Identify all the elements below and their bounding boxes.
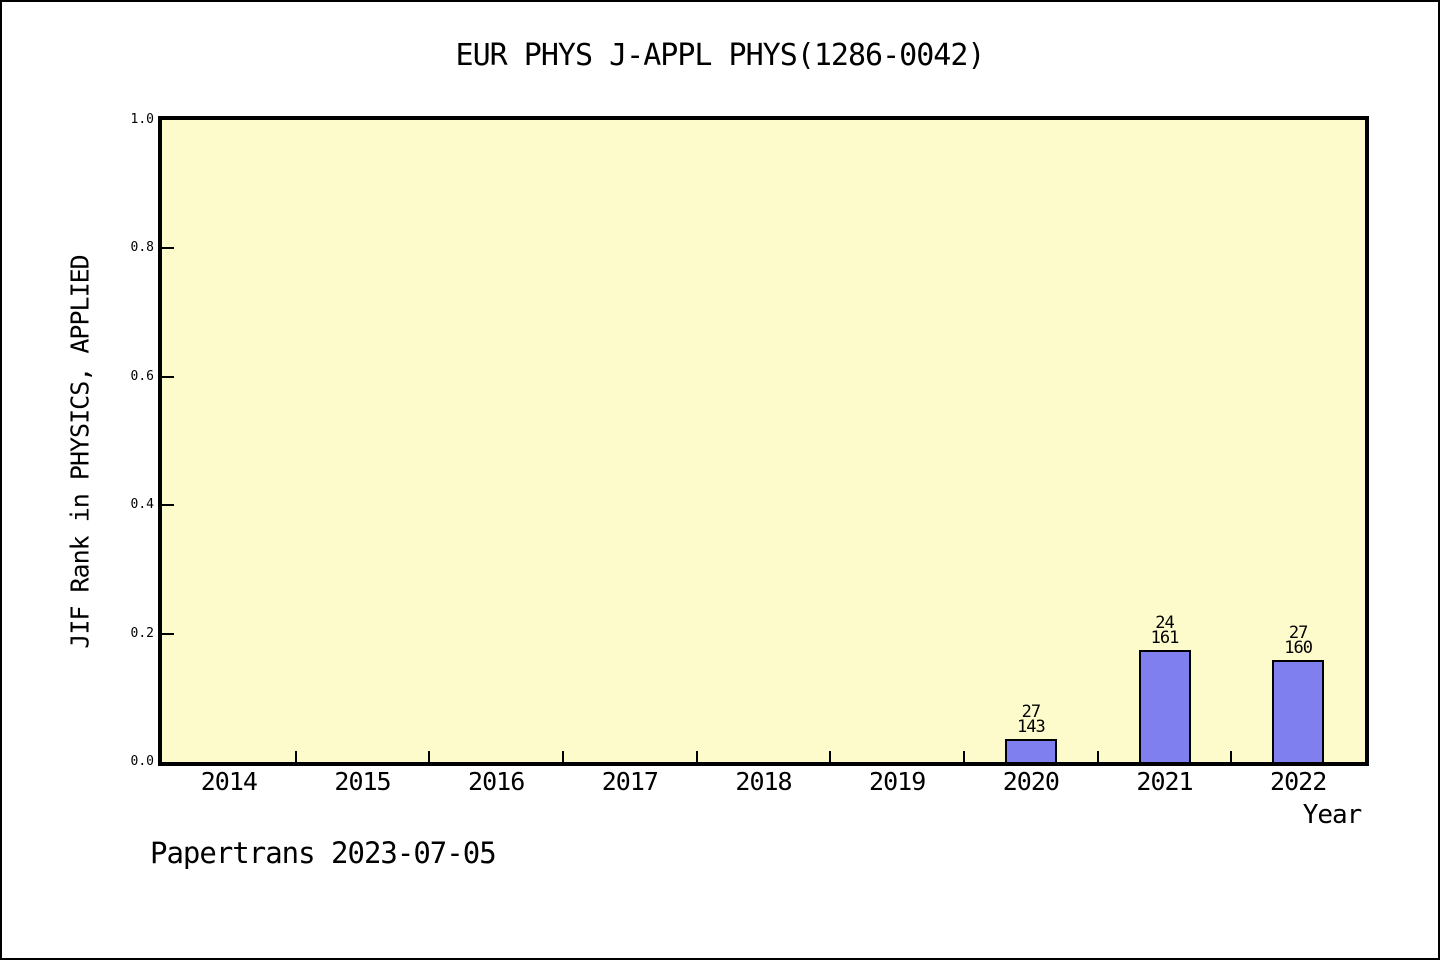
footer-text: Papertrans 2023-07-05 bbox=[150, 836, 497, 870]
bar-label-total: 161 bbox=[1150, 628, 1180, 649]
x-tick-label: 2015 bbox=[334, 767, 391, 796]
bar-label-total: 143 bbox=[1016, 716, 1046, 737]
bar-label-rank: 24 bbox=[1155, 613, 1174, 634]
x-tick-label: 2021 bbox=[1136, 767, 1193, 796]
y-tick bbox=[162, 504, 174, 507]
x-tick-label: 2014 bbox=[200, 767, 258, 796]
chart-title: EUR PHYS J-APPL PHYS(1286-0042) bbox=[455, 38, 986, 73]
x-tick bbox=[562, 751, 564, 762]
x-tick bbox=[963, 751, 965, 762]
x-tick-label: 2018 bbox=[735, 767, 792, 796]
bar-label-total: 160 bbox=[1284, 637, 1313, 658]
x-tick bbox=[428, 751, 431, 762]
bar-label-rank: 27 bbox=[1288, 622, 1308, 643]
y-tick-label: 0.6 bbox=[130, 368, 154, 384]
y-axis-label: JIF Rank in PHYSICS, APPLIED bbox=[65, 255, 95, 649]
y-tick bbox=[162, 632, 174, 635]
x-tick bbox=[695, 751, 698, 762]
bar-label: 27 160 bbox=[1284, 622, 1313, 658]
y-tick-label: 0.8 bbox=[130, 240, 154, 256]
y-tick-label: 0.2 bbox=[130, 625, 154, 641]
x-tick-label: 2022 bbox=[1270, 767, 1327, 796]
bar bbox=[1138, 650, 1191, 764]
bar-label: 24 161 bbox=[1150, 613, 1180, 649]
x-tick bbox=[294, 751, 297, 762]
x-tick-label: 2016 bbox=[468, 767, 525, 796]
x-axis-label: Year bbox=[1302, 800, 1363, 830]
bar-label: 27 143 bbox=[1016, 701, 1046, 737]
x-tick-label: 2020 bbox=[1002, 767, 1060, 796]
x-tick-label: 2017 bbox=[601, 767, 659, 796]
y-tick bbox=[162, 375, 174, 378]
x-tick bbox=[1096, 751, 1099, 762]
x-tick bbox=[829, 751, 832, 762]
bar bbox=[1004, 738, 1057, 764]
bar-label-rank: 27 bbox=[1021, 701, 1041, 722]
y-tick-label: 0.4 bbox=[130, 497, 154, 513]
y-tick-label: 0.0 bbox=[130, 754, 154, 769]
y-tick bbox=[162, 247, 174, 250]
x-tick-label: 2019 bbox=[869, 767, 926, 796]
bar bbox=[1272, 659, 1325, 764]
x-tick bbox=[1230, 751, 1233, 762]
y-tick-label: 1.0 bbox=[130, 112, 154, 127]
